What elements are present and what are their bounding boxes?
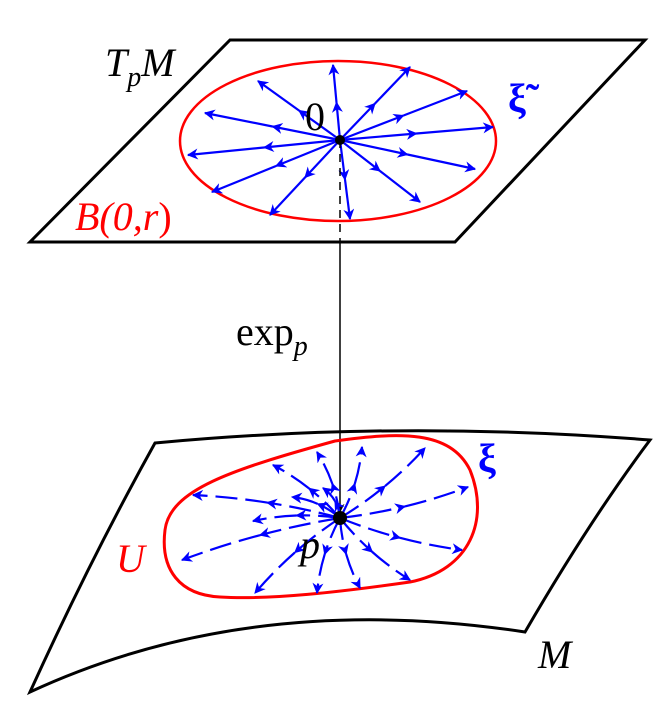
- vector-arrow: [353, 445, 367, 485]
- xi-tilde-label: ξ̃: [508, 76, 540, 121]
- vector-arrow: [210, 164, 277, 194]
- exp-map-label: expp: [236, 309, 308, 362]
- vector-arrow: [328, 63, 340, 103]
- vector-arrow: [404, 485, 470, 508]
- vector-arrow: [191, 489, 268, 504]
- vector-arrow: [180, 534, 261, 562]
- vector-arrow: [399, 536, 464, 555]
- vector-arrow: [403, 89, 469, 117]
- neighborhood-boundary: [162, 434, 479, 600]
- tangent-plane: [26, 38, 649, 244]
- vector-arrow: [339, 128, 418, 142]
- vector-arrow: [272, 464, 310, 490]
- vector-arrow: [269, 176, 306, 216]
- vector-arrow: [416, 122, 495, 135]
- vector-arrow: [339, 138, 409, 158]
- manifold-surface: [26, 429, 653, 696]
- origin-label: 0: [305, 94, 325, 139]
- origin-point: [335, 135, 345, 145]
- vector-arrow: [186, 146, 265, 160]
- point-label: p: [297, 522, 320, 567]
- vector-arrow: [407, 153, 477, 173]
- vector-arrow: [371, 551, 411, 581]
- neighborhood-label: U: [116, 536, 148, 581]
- vector-arrow: [258, 516, 341, 538]
- vector-arrow: [271, 123, 341, 142]
- vector-arrow: [290, 492, 319, 505]
- vector-arrow: [304, 139, 341, 179]
- vector-arrow: [322, 487, 336, 502]
- vector-arrow: [316, 451, 334, 485]
- base-point: [333, 511, 347, 525]
- xi-label: ξ: [478, 436, 496, 481]
- vector-arrow: [274, 138, 341, 168]
- vector-arrow: [312, 554, 326, 595]
- vector-arrow: [262, 138, 341, 153]
- manifold-label: M: [537, 632, 574, 677]
- vector-arrow: [379, 170, 421, 203]
- vector-arrow: [254, 551, 296, 594]
- ball-label: B(0,r): [75, 194, 172, 239]
- vector-arrow: [345, 553, 361, 589]
- vector-arrow: [331, 101, 343, 141]
- manifold-vectors: [180, 445, 470, 595]
- vector-arrow: [339, 113, 405, 142]
- vector-arrow: [343, 179, 355, 221]
- vector-arrow: [374, 66, 411, 105]
- tangent-space-label: TpM: [105, 40, 177, 93]
- ball-boundary: [178, 59, 498, 223]
- vector-arrow: [384, 447, 426, 487]
- vector-arrow: [203, 109, 273, 128]
- vector-arrow: [339, 102, 376, 141]
- vector-arrow: [257, 80, 300, 112]
- vector-arrow: [251, 513, 297, 525]
